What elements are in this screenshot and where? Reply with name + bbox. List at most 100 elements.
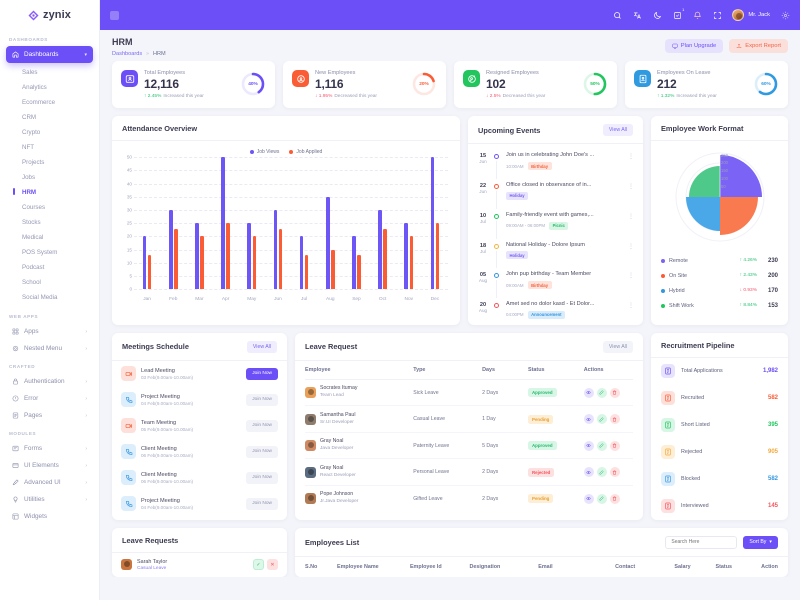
plan-upgrade-button[interactable]: Plan Upgrade — [664, 39, 724, 53]
trash-icon[interactable] — [609, 414, 620, 425]
search-icon[interactable] — [612, 10, 622, 20]
card-header: Employees List Sort By ▾ — [295, 528, 788, 557]
join-now-button[interactable]: Join Now — [246, 445, 278, 458]
sidebar-subitem-pos-system[interactable]: POS System — [22, 249, 58, 256]
event-item[interactable]: 20 Aug Amet sed no dolor kasd - Et Dolor..… — [468, 295, 643, 325]
event-item[interactable]: 18 Jul National Holiday - Dolore Ipsum Holi… — [468, 236, 643, 269]
eye-icon[interactable] — [583, 467, 594, 478]
event-more-icon[interactable]: ⋮ — [628, 184, 634, 191]
notes-icon[interactable]: 1 — [672, 8, 684, 20]
join-now-button[interactable]: Join Now — [246, 471, 278, 484]
gear-icon[interactable] — [780, 10, 790, 20]
sidebar-subitem-crm[interactable]: CRM — [22, 114, 37, 121]
event-more-icon[interactable]: ⋮ — [628, 243, 634, 250]
sidebar-subitem-jobs[interactable]: Jobs — [22, 174, 36, 181]
sidebar-item-error[interactable]: Error › — [6, 390, 93, 407]
search-input[interactable] — [665, 535, 738, 549]
bell-icon[interactable] — [692, 10, 702, 20]
sort-by-button[interactable]: Sort By ▾ — [743, 535, 778, 549]
x-tick: Jul — [301, 297, 308, 303]
join-now-button[interactable]: Join Now — [246, 367, 278, 380]
sidebar-subitem-school[interactable]: School — [22, 279, 41, 286]
moon-icon[interactable] — [652, 10, 662, 20]
join-now-button[interactable]: Join Now — [246, 419, 278, 432]
join-now-button[interactable]: Join Now — [246, 497, 278, 510]
event-item[interactable]: 05 Aug John pup birthday - Team Member 09:0… — [468, 265, 643, 299]
bulb-icon — [12, 496, 19, 503]
trash-icon[interactable] — [609, 467, 620, 478]
sidebar-subitem-medical[interactable]: Medical — [22, 234, 44, 241]
event-more-icon[interactable]: ⋮ — [628, 213, 634, 220]
sidebar-subitem-hrm[interactable]: HRM — [0, 185, 99, 200]
event-item[interactable]: 10 Jul Family-friendly event with games,..… — [468, 206, 643, 239]
sidebar-subitem-courses[interactable]: Courses — [22, 204, 46, 211]
event-month: Jun — [479, 189, 487, 195]
event-item[interactable]: 15 Jun Join us in celebrating John Doe's .… — [468, 146, 643, 180]
trash-icon[interactable] — [609, 440, 620, 451]
eye-icon[interactable] — [583, 493, 594, 504]
sidebar-item-forms[interactable]: Forms › — [6, 440, 93, 457]
sidebar-subitem-podcast[interactable]: Podcast — [22, 264, 45, 271]
meetings-view-all-button[interactable]: View All — [246, 340, 277, 353]
sidebar-subitem-crypto[interactable]: Crypto — [22, 129, 41, 136]
y-tick: 15 — [126, 247, 132, 253]
sidebar-section-modules: MODULES — [9, 431, 37, 436]
legend-job-views[interactable]: Job Views — [249, 149, 279, 155]
event-more-icon[interactable]: ⋮ — [628, 303, 634, 310]
close-icon[interactable]: ✕ — [267, 559, 278, 571]
legend-job-applied[interactable]: Job Applied — [289, 149, 322, 155]
trash-icon[interactable] — [609, 387, 620, 398]
sidebar-subitem-stocks[interactable]: Stocks — [22, 219, 41, 226]
fullscreen-icon[interactable] — [712, 10, 722, 20]
file-icon — [12, 412, 19, 419]
export-report-button[interactable]: Export Report — [729, 39, 788, 53]
event-item[interactable]: 22 Jun Office closed in observance of in..… — [468, 176, 643, 209]
user-menu[interactable]: Mr. Jack — [732, 9, 770, 21]
breadcrumb-parent[interactable]: Dashboards — [112, 51, 143, 58]
leave-request-table: Employee Type Days Status Actions Socrates I… — [305, 360, 633, 511]
recruitment-label: Recruited — [681, 395, 705, 402]
sidebar-subitem-sales[interactable]: Sales — [22, 69, 38, 76]
eye-icon[interactable] — [583, 440, 594, 451]
leave-type: Personal Leave — [413, 458, 483, 486]
check-icon[interactable]: ✓ — [253, 559, 264, 571]
sidebar-item-utilities[interactable]: Utilities › — [6, 491, 93, 508]
language-icon[interactable] — [632, 10, 642, 20]
pencil-icon[interactable] — [596, 440, 607, 451]
pencil-icon[interactable] — [596, 387, 607, 398]
sidebar-item-widgets[interactable]: Widgets — [6, 508, 93, 525]
sidebar-subitem-projects[interactable]: Projects — [22, 159, 45, 166]
pencil-icon[interactable] — [596, 467, 607, 478]
eye-icon[interactable] — [583, 387, 594, 398]
chevron-right-icon: › — [85, 395, 87, 402]
x-tick: Oct — [378, 297, 387, 303]
sidebar-item-pages[interactable]: Pages › — [6, 407, 93, 424]
pencil-icon[interactable] — [596, 493, 607, 504]
hamburger-menu-icon[interactable] — [110, 10, 119, 20]
table-row: Pope Johnson Jr.Java Developer Gifted Leav… — [305, 485, 633, 511]
leave-request-view-all-button[interactable]: View All — [602, 340, 633, 353]
event-more-icon[interactable]: ⋮ — [628, 273, 634, 280]
event-date: 22 Jun — [477, 182, 489, 200]
sidebar-item-apps[interactable]: Apps › — [6, 323, 93, 340]
event-more-icon[interactable]: ⋮ — [628, 154, 634, 161]
sidebar-subitem-nft[interactable]: NFT — [22, 144, 35, 151]
events-view-all-button[interactable]: View All — [602, 124, 633, 137]
join-now-button[interactable]: Join Now — [246, 393, 278, 406]
eye-icon[interactable] — [583, 414, 594, 425]
brand-logo[interactable]: zynix — [0, 0, 99, 30]
trash-icon[interactable] — [609, 493, 620, 504]
sidebar-item-authentication[interactable]: Authentication › — [6, 373, 93, 390]
sidebar-item-advanced-ui[interactable]: Advanced UI › — [6, 474, 93, 491]
sidebar-item-nested-menu[interactable]: Nested Menu › — [6, 340, 93, 357]
sidebar-subitem-social-media[interactable]: Social Media — [22, 294, 58, 301]
recruitment-value: 395 — [767, 422, 778, 429]
sidebar-subitem-analytics[interactable]: Analytics — [22, 84, 47, 91]
sidebar-item-ui-elements[interactable]: UI Elements › — [6, 457, 93, 474]
leave-type: Gifted Leave — [413, 495, 443, 502]
sidebar-subitem-ecommerce[interactable]: Ecommerce — [22, 99, 56, 106]
sidebar-item-dashboards[interactable]: Dashboards ▾ — [6, 46, 93, 63]
pencil-icon[interactable] — [596, 414, 607, 425]
bar-job-views — [195, 223, 199, 290]
event-time: 09:00AM — [506, 282, 524, 288]
